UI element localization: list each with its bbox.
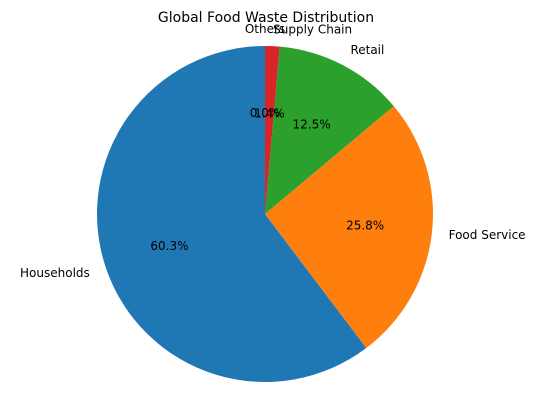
pie-slice-households — [97, 46, 367, 382]
percent-label-supply-chain: 1.4% — [254, 106, 285, 120]
pie-slice-retail — [265, 46, 394, 215]
category-label-households: Households — [20, 266, 90, 280]
pie-labels: Households 60.3% Food Service 25.8% Retail 12… — [20, 22, 526, 280]
chart-title: Global Food Waste Distribution — [158, 10, 374, 26]
pie-slices — [97, 46, 433, 382]
percent-label-households: 60.3% — [150, 239, 188, 253]
percent-label-others: 0.0% — [250, 106, 281, 120]
category-label-retail: Retail — [350, 43, 384, 57]
percent-label-retail: 12.5% — [293, 118, 331, 132]
pie-slice-food-service — [265, 106, 433, 349]
category-label-others: Others — [245, 22, 285, 36]
percent-label-food-service: 25.8% — [346, 218, 384, 232]
category-label-food-service: Food Service — [449, 228, 526, 242]
pie-slice-supply-chain — [265, 46, 280, 214]
category-label-supply-chain: Supply Chain — [273, 22, 352, 36]
